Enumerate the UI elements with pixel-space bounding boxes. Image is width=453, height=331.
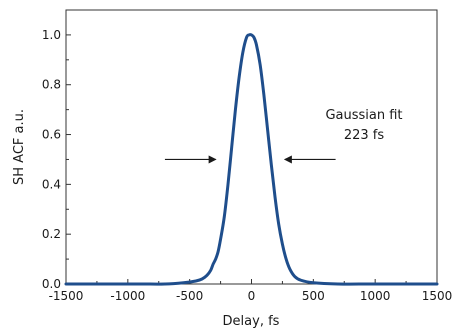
x-axis: -1500 -1000 -500 0 500 1000 1500: [49, 279, 453, 303]
x-tick-label: -1000: [110, 289, 145, 303]
x-tick-label: 1000: [360, 289, 391, 303]
x-tick-label: -1500: [49, 289, 84, 303]
x-tick-label: 500: [302, 289, 325, 303]
y-axis-title: SH ACF a.u.: [12, 109, 27, 185]
annotation-line2: 223 fs: [344, 128, 385, 143]
y-tick-label: 0.4: [42, 177, 61, 191]
y-tick-label: 0.8: [42, 78, 61, 92]
y-tick-label: 0.6: [42, 128, 61, 142]
x-axis-title: Delay, fs: [223, 314, 280, 329]
y-tick-label: 1.0: [42, 28, 61, 42]
y-axis: 0.0 0.2 0.4 0.6 0.8 1.0: [42, 28, 71, 291]
x-tick-label: 0: [248, 289, 256, 303]
y-tick-label: 0.0: [42, 277, 61, 291]
y-tick-label: 0.2: [42, 227, 61, 241]
plot-frame: [65, 9, 438, 285]
annotation-line1: Gaussian fit: [325, 108, 402, 123]
x-tick-label: -500: [176, 289, 203, 303]
x-tick-label: 1500: [422, 289, 453, 303]
acf-curve: [64, 33, 439, 286]
